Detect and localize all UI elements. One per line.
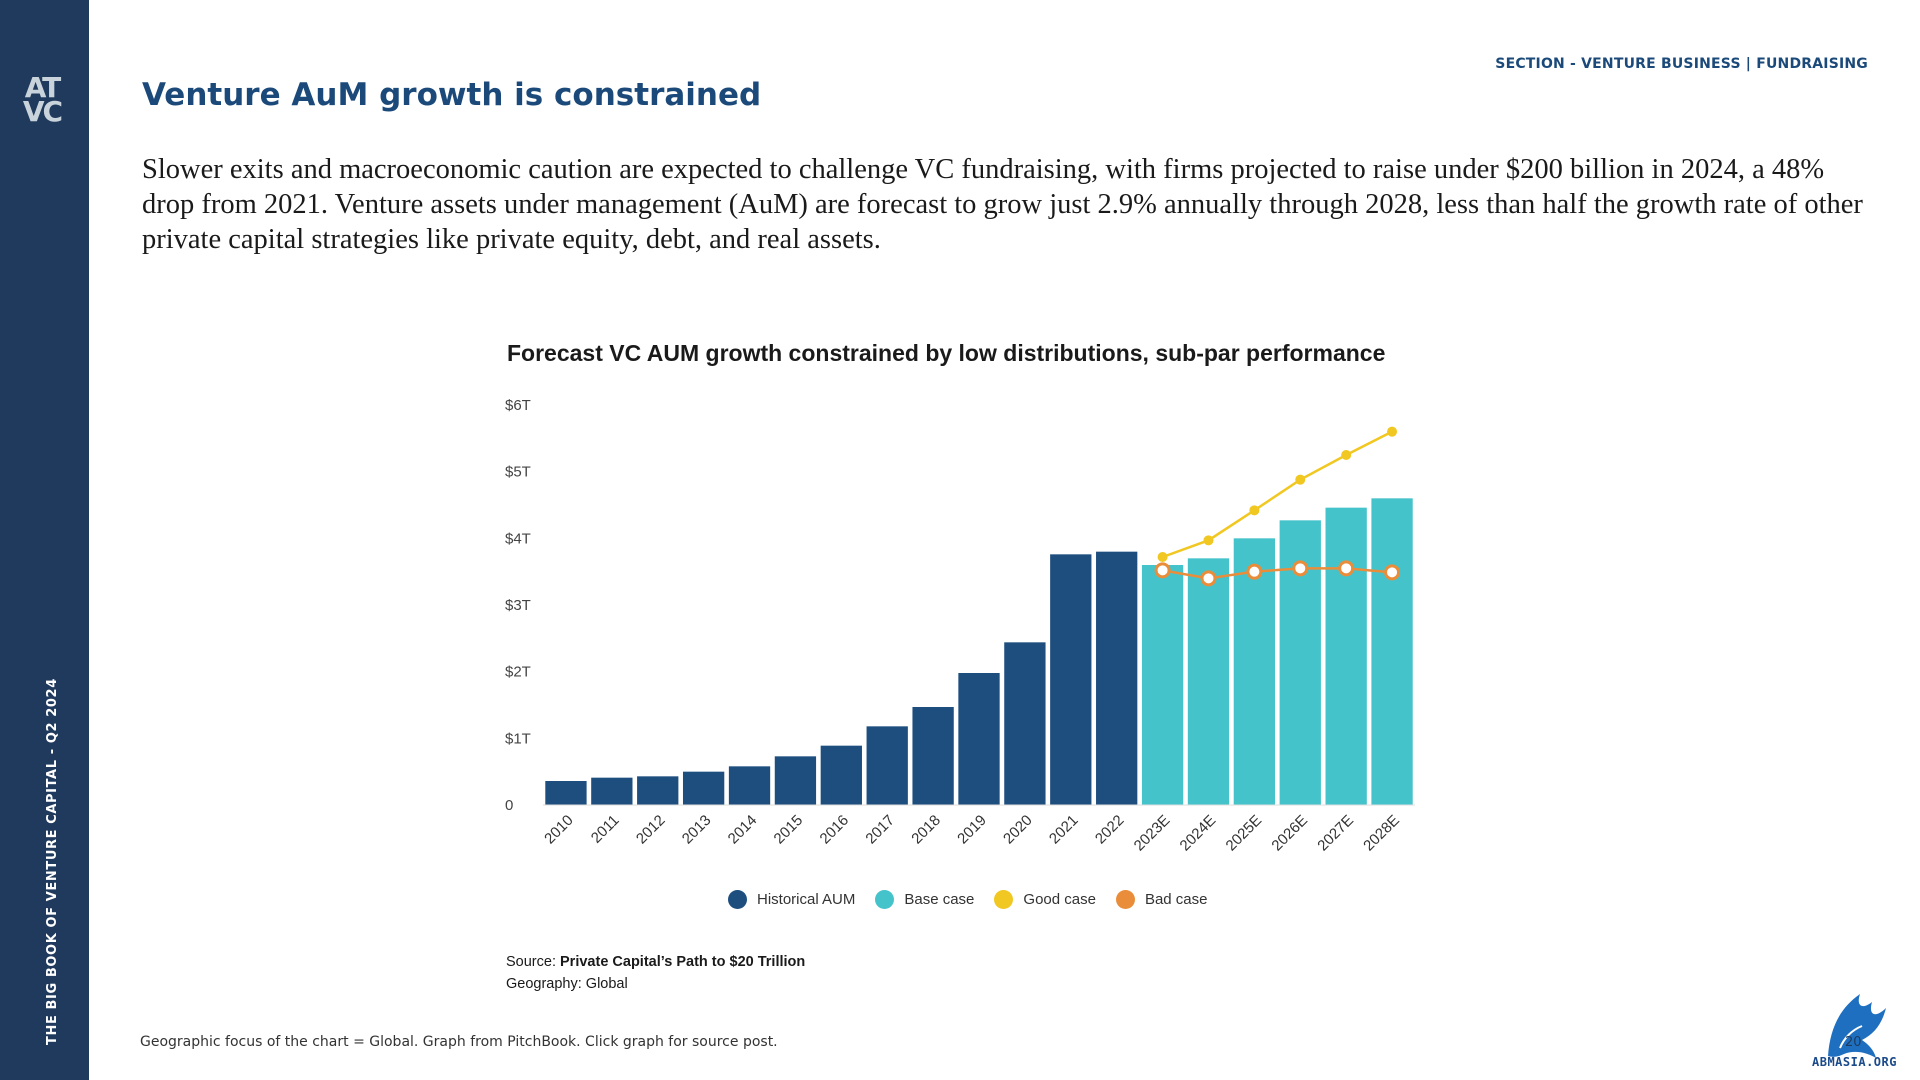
point-bad-case-2026E xyxy=(1292,560,1309,577)
y-tick-label: $6T xyxy=(505,397,531,414)
bar-2015 xyxy=(774,756,817,805)
bar-2010 xyxy=(545,781,587,805)
bar-2013 xyxy=(682,771,725,805)
legend-dot-base xyxy=(875,890,895,909)
x-tick-label: 2016 xyxy=(817,812,853,848)
point-good-case-2028E xyxy=(1387,426,1398,437)
bar-2019 xyxy=(958,673,1000,805)
x-axis: 2010 2011 2012 2013 2014 2015 2016 2017 2018 2019… xyxy=(541,812,1403,855)
chart-title: Forecast VC AUM growth constrained by lo… xyxy=(507,340,1386,366)
section-label: SECTION - VENTURE BUSINESS | FUNDRAISING xyxy=(1495,56,1868,72)
eagle-badge-icon xyxy=(1828,994,1886,1058)
x-tick-label: 2019 xyxy=(954,812,990,848)
point-good-case-2027E xyxy=(1341,450,1352,460)
legend-dot-bad xyxy=(1115,890,1135,909)
legend-label-good: Good case xyxy=(1023,891,1096,908)
point-bad-case-2028E xyxy=(1384,564,1401,581)
point-good-case-2025E xyxy=(1249,505,1260,516)
source-label: Source: xyxy=(506,954,556,970)
intro-paragraph: Slower exits and macroeconomic caution a… xyxy=(142,154,1863,255)
point-bad-case-2024E xyxy=(1200,570,1217,587)
x-tick-label: 2023E xyxy=(1131,812,1174,855)
source-link[interactable]: Private Capital’s Path to $20 Trillion xyxy=(560,954,806,970)
x-tick-label: 2014 xyxy=(725,812,761,848)
x-tick-label: 2025E xyxy=(1223,812,1266,855)
bar-2012 xyxy=(637,776,679,805)
y-tick-label: $5T xyxy=(505,464,531,481)
footnote: Geographic focus of the chart = Global. … xyxy=(140,1034,778,1050)
x-tick-label: 2011 xyxy=(588,812,623,847)
x-tick-label: 2018 xyxy=(908,812,944,848)
legend-item-base: Base case xyxy=(875,890,974,909)
chart-source: Source: Private Capital’s Path to $20 Tr… xyxy=(506,951,805,995)
x-tick-label: 2027E xyxy=(1314,812,1357,855)
y-tick-label: $1T xyxy=(505,730,531,747)
bar-2016 xyxy=(820,745,862,805)
x-tick-label: 2028E xyxy=(1360,812,1403,855)
line-good-case xyxy=(1162,430,1393,559)
legend-label-bad: Bad case xyxy=(1144,891,1208,908)
bar-2021 xyxy=(1050,554,1092,805)
page-title: Venture AuM growth is constrained xyxy=(142,77,762,113)
x-tick-label: 2022 xyxy=(1092,812,1128,848)
x-tick-label: 2021 xyxy=(1046,812,1082,848)
bar-2027E xyxy=(1325,507,1367,805)
x-tick-label: 2015 xyxy=(771,812,807,848)
sidebar: AT VC THE BIG BOOK OF VENTURE CAPITAL - … xyxy=(0,0,89,1080)
bars xyxy=(545,498,1413,805)
scenario-lines xyxy=(1154,426,1401,587)
point-bad-case-2023E xyxy=(1154,562,1171,579)
aum-chart[interactable]: 0 $1T $2T $3T $4T $5T $6T 2010 2011 2012 2013 2014… xyxy=(490,385,1420,865)
point-good-case-2023E xyxy=(1157,552,1168,562)
y-tick-label: 0 xyxy=(505,797,513,814)
atvc-logo: AT VC xyxy=(22,71,63,128)
point-good-case-2024E xyxy=(1203,535,1214,546)
x-tick-label: 2026E xyxy=(1268,812,1311,855)
x-tick-label: 2020 xyxy=(1000,812,1036,848)
bar-2020 xyxy=(1004,642,1046,805)
x-tick-label: 2012 xyxy=(633,812,669,848)
badge-text: ABMASIA.ORG xyxy=(1812,1055,1897,1069)
x-tick-label: 2017 xyxy=(862,812,898,848)
point-bad-case-2027E xyxy=(1338,560,1355,577)
y-axis: 0 $1T $2T $3T $4T $5T $6T xyxy=(505,397,531,814)
bar-2018 xyxy=(912,707,954,805)
x-tick-label: 2024E xyxy=(1177,812,1220,855)
bar-2028E xyxy=(1371,498,1413,805)
legend-label-base: Base case xyxy=(904,891,975,908)
bar-2014 xyxy=(728,766,771,805)
legend-dot-historical xyxy=(728,890,747,909)
legend-label-historical: Historical AUM xyxy=(757,891,856,908)
y-tick-label: $2T xyxy=(505,664,531,681)
book-title-vertical: THE BIG BOOK OF VENTURE CAPITAL - Q2 202… xyxy=(45,678,60,1045)
bar-2023E xyxy=(1141,565,1184,805)
legend-item-good: Good case xyxy=(994,890,1096,909)
legend-dot-good xyxy=(994,890,1014,909)
x-tick-label: 2010 xyxy=(541,812,577,848)
chart-legend: Historical AUM Base case Good case Bad c… xyxy=(728,890,1228,909)
bar-2022 xyxy=(1096,551,1138,805)
legend-item-bad: Bad case xyxy=(1115,890,1208,909)
y-tick-label: $4T xyxy=(505,530,531,547)
legend-item-historical: Historical AUM xyxy=(728,890,855,909)
bar-2024E xyxy=(1187,558,1230,805)
point-good-case-2026E xyxy=(1295,474,1306,485)
point-bad-case-2025E xyxy=(1246,563,1263,580)
y-tick-label: $3T xyxy=(505,597,531,614)
page-number: 20 xyxy=(1845,1035,1862,1050)
bar-2025E xyxy=(1233,538,1276,805)
x-tick-label: 2013 xyxy=(679,812,715,848)
bar-2017 xyxy=(866,726,908,805)
bar-2011 xyxy=(591,777,633,805)
source-geography: Geography: Global xyxy=(506,976,628,992)
